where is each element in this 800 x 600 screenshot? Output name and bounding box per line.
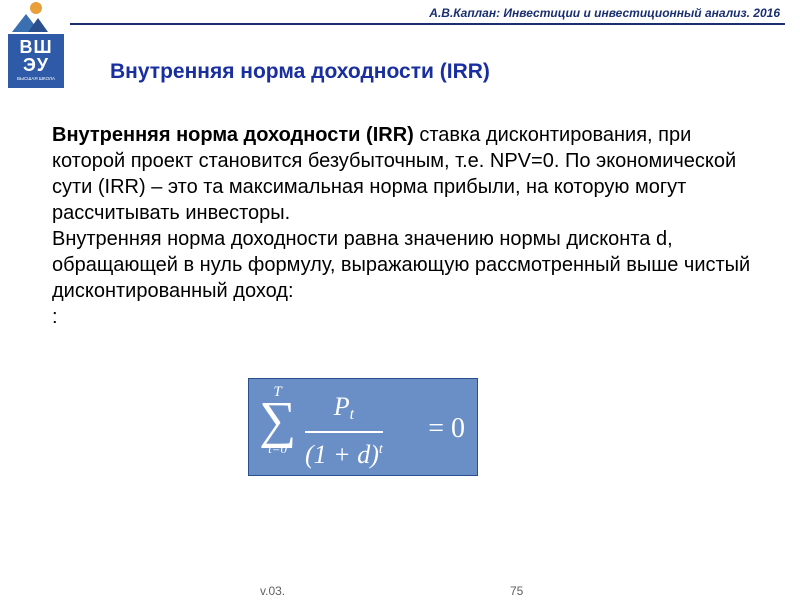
logo-line2: ЭУ: [10, 56, 62, 74]
logo-subtext: ВЫСШАЯ ШКОЛА: [10, 76, 62, 82]
numerator: Pt: [305, 393, 383, 429]
logo-emblem: [8, 0, 64, 34]
para2: Внутренняя норма доходности равна значен…: [52, 228, 750, 302]
denominator: (1 + d)t: [305, 435, 383, 470]
footer-page-number: 75: [510, 584, 523, 598]
header-caption: А.В.Каплан: Инвестиции и инвестиционный …: [429, 6, 780, 20]
fraction-bar: [305, 431, 383, 433]
header-divider: [70, 23, 785, 25]
summation: T ∑ t=0: [259, 385, 296, 455]
fraction: Pt (1 + d)t: [305, 393, 383, 470]
trailing-colon: :: [52, 306, 58, 328]
logo-line1: ВШ: [10, 38, 62, 56]
sigma-symbol: ∑: [259, 400, 296, 442]
footer-version: v.03.: [260, 584, 285, 598]
institution-logo: ВШ ЭУ ВЫСШАЯ ШКОЛА: [8, 0, 70, 88]
formula-box: T ∑ t=0 Pt (1 + d)t = 0: [248, 378, 478, 476]
lead-term: Внутренняя норма доходности (IRR): [52, 124, 414, 146]
logo-text-block: ВШ ЭУ ВЫСШАЯ ШКОЛА: [8, 34, 64, 88]
body-text: Внутренняя норма доходности (IRR) ставка…: [52, 122, 760, 330]
equals-zero: = 0: [428, 413, 465, 445]
slide-title: Внутренняя норма доходности (IRR): [110, 60, 760, 84]
